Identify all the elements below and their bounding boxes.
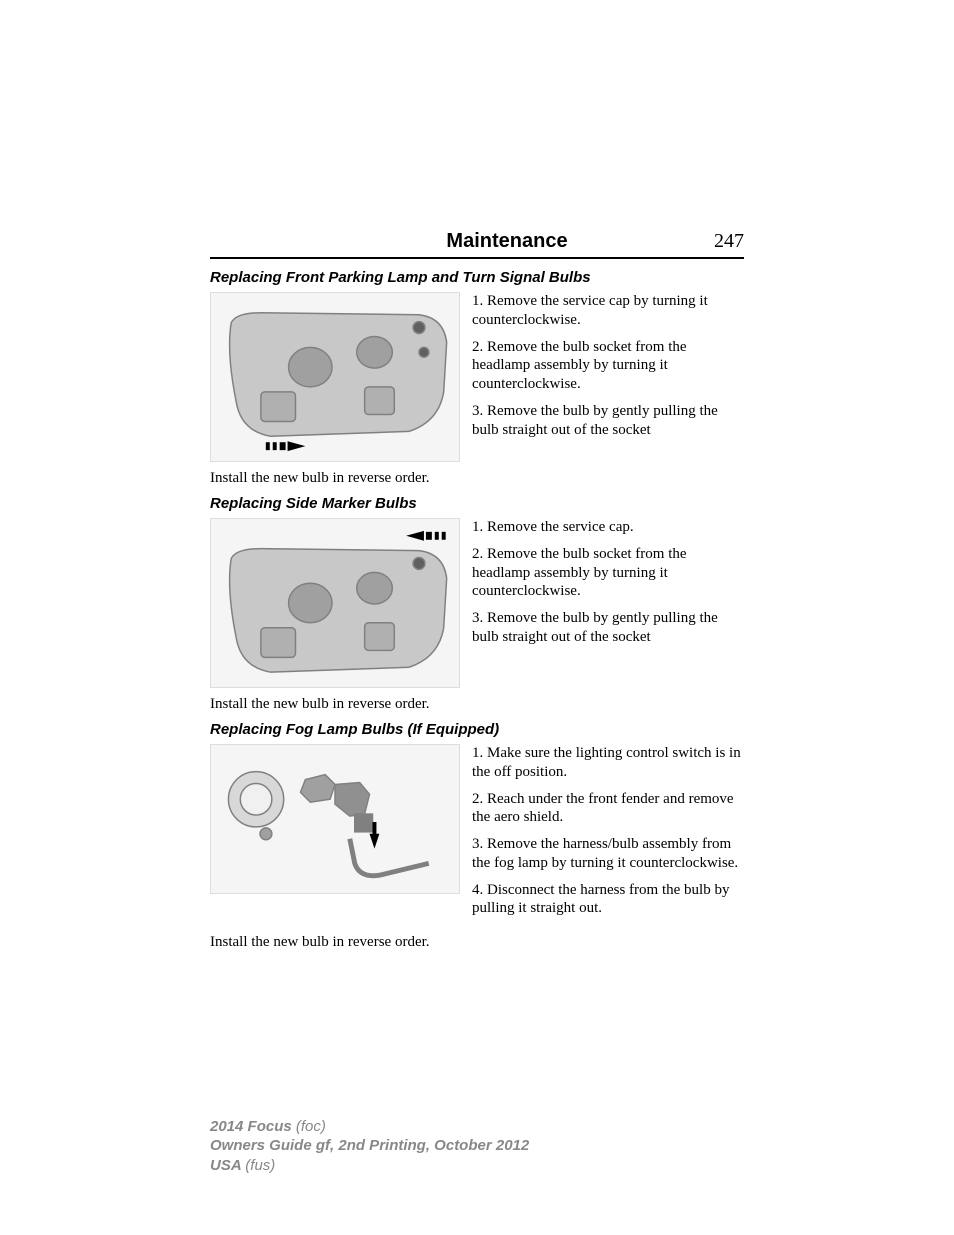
step-text: 4. Disconnect the harness from the bulb … [472, 881, 744, 919]
section-heading-parking-lamp: Replacing Front Parking Lamp and Turn Si… [210, 269, 744, 286]
footer-region-code: (fus) [245, 1157, 275, 1174]
steps-parking-lamp: 1. Remove the service cap by turning it … [472, 292, 744, 462]
steps-side-marker: 1. Remove the service cap. 2. Remove the… [472, 518, 744, 688]
step-text: 2. Reach under the front fender and remo… [472, 790, 744, 828]
step-text: 3. Remove the harness/bulb assembly from… [472, 835, 744, 873]
closing-line: Install the new bulb in reverse order. [210, 934, 744, 951]
chapter-title: Maintenance [330, 230, 684, 253]
footer-region: USA [210, 1157, 241, 1174]
page-number: 247 [684, 230, 744, 253]
illustration-headlamp-parking [210, 292, 460, 462]
step-text: 1. Remove the service cap by turning it … [472, 292, 744, 330]
step-text: 2. Remove the bulb socket from the headl… [472, 338, 744, 394]
section-body-parking-lamp: 1. Remove the service cap by turning it … [210, 292, 744, 462]
closing-line: Install the new bulb in reverse order. [210, 470, 744, 487]
step-text: 3. Remove the bulb by gently pulling the… [472, 609, 744, 647]
footer-code: (foc) [296, 1118, 326, 1135]
footer-line-1: 2014 Focus (foc) [210, 1117, 529, 1137]
section-heading-fog-lamp: Replacing Fog Lamp Bulbs (If Equipped) [210, 721, 744, 738]
section-body-side-marker: 1. Remove the service cap. 2. Remove the… [210, 518, 744, 688]
step-text: 3. Remove the bulb by gently pulling the… [472, 402, 744, 440]
step-text: 1. Remove the service cap. [472, 518, 744, 537]
section-heading-side-marker: Replacing Side Marker Bulbs [210, 495, 744, 512]
illustration-fog-lamp [210, 744, 460, 894]
footer-model: 2014 Focus [210, 1118, 292, 1135]
steps-fog-lamp: 1. Make sure the lighting control switch… [472, 744, 744, 926]
illustration-headlamp-side-marker [210, 518, 460, 688]
page-header: Maintenance 247 [210, 230, 744, 259]
closing-line: Install the new bulb in reverse order. [210, 696, 744, 713]
footer-line-2: Owners Guide gf, 2nd Printing, October 2… [210, 1136, 529, 1156]
section-body-fog-lamp: 1. Make sure the lighting control switch… [210, 744, 744, 926]
step-text: 1. Make sure the lighting control switch… [472, 744, 744, 782]
page-footer: 2014 Focus (foc) Owners Guide gf, 2nd Pr… [210, 1117, 529, 1176]
footer-line-3: USA (fus) [210, 1156, 529, 1176]
step-text: 2. Remove the bulb socket from the headl… [472, 545, 744, 601]
